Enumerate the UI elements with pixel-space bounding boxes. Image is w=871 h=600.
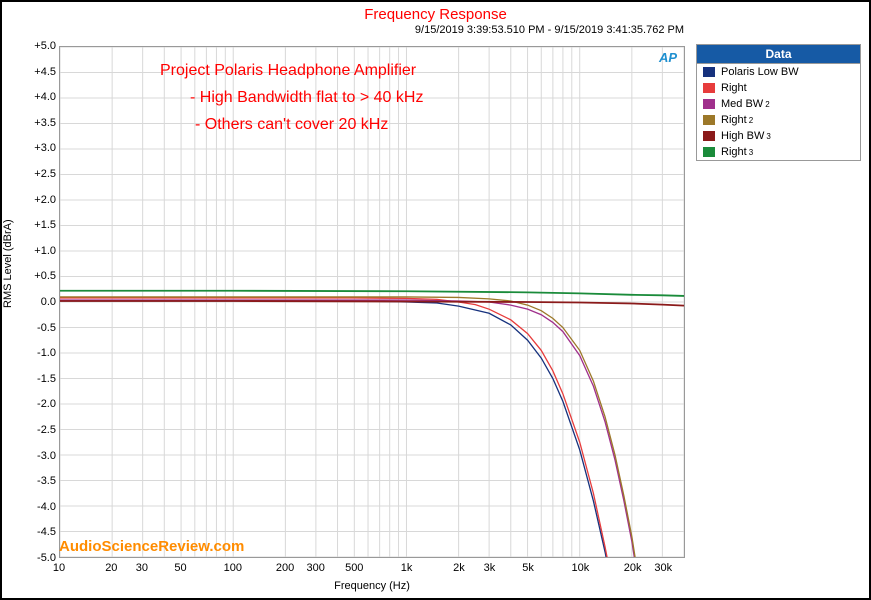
legend-label: Right xyxy=(721,114,747,126)
x-tick-label: 1k xyxy=(401,562,413,574)
x-tick-label: 100 xyxy=(224,562,242,574)
chart-title: Frequency Response xyxy=(364,6,507,23)
y-tick-label: +4.5 xyxy=(26,66,56,78)
y-tick-label: -2.5 xyxy=(26,424,56,436)
y-tick-label: -3.0 xyxy=(26,450,56,462)
legend-item: Med BW2 xyxy=(697,96,860,112)
legend-item: Polaris Low BW xyxy=(697,64,860,80)
legend: Data Polaris Low BWRightMed BW2Right2Hig… xyxy=(696,44,861,161)
annotation-text: Project Polaris Headphone Amplifier xyxy=(160,62,416,80)
legend-label: Med BW xyxy=(721,98,763,110)
x-tick-label: 3k xyxy=(484,562,496,574)
x-tick-label: 10 xyxy=(53,562,65,574)
legend-label: Right xyxy=(721,82,747,94)
annotation-text: - Others can't cover 20 kHz xyxy=(195,116,388,134)
y-tick-label: -1.5 xyxy=(26,373,56,385)
y-tick-label: +2.5 xyxy=(26,168,56,180)
legend-swatch xyxy=(703,99,715,109)
legend-subscript: 3 xyxy=(766,132,770,141)
x-tick-label: 2k xyxy=(453,562,465,574)
y-axis-ticks: +5.0+4.5+4.0+3.5+3.0+2.5+2.0+1.5+1.0+0.5… xyxy=(26,46,56,558)
legend-label: Polaris Low BW xyxy=(721,66,799,78)
legend-item: Right2 xyxy=(697,112,860,128)
legend-item: Right xyxy=(697,80,860,96)
y-tick-label: +0.5 xyxy=(26,270,56,282)
legend-swatch xyxy=(703,67,715,77)
x-tick-label: 20k xyxy=(624,562,642,574)
legend-item: Right3 xyxy=(697,144,860,160)
y-tick-label: +5.0 xyxy=(26,40,56,52)
chart-container: Frequency Response 9/15/2019 3:39:53.510… xyxy=(0,0,871,600)
y-tick-label: +4.0 xyxy=(26,91,56,103)
y-tick-label: +3.0 xyxy=(26,142,56,154)
y-tick-label: +2.0 xyxy=(26,194,56,206)
legend-swatch xyxy=(703,147,715,157)
x-tick-label: 500 xyxy=(345,562,363,574)
legend-swatch xyxy=(703,131,715,141)
ap-logo: AP xyxy=(659,50,677,65)
y-tick-label: +1.5 xyxy=(26,219,56,231)
legend-subscript: 2 xyxy=(749,116,753,125)
x-tick-label: 50 xyxy=(174,562,186,574)
x-axis-label: Frequency (Hz) xyxy=(334,580,410,592)
x-tick-label: 200 xyxy=(276,562,294,574)
plot-area: Project Polaris Headphone Amplifier - Hig… xyxy=(59,46,685,558)
y-tick-label: +1.0 xyxy=(26,245,56,257)
y-tick-label: -3.5 xyxy=(26,475,56,487)
y-tick-label: -0.5 xyxy=(26,322,56,334)
annotation-text: - High Bandwidth flat to > 40 kHz xyxy=(190,89,423,107)
asr-watermark: AudioScienceReview.com xyxy=(59,538,244,555)
x-tick-label: 10k xyxy=(571,562,589,574)
legend-swatch xyxy=(703,83,715,93)
legend-label: High BW xyxy=(721,130,764,142)
legend-header: Data xyxy=(697,45,860,64)
legend-subscript: 3 xyxy=(749,148,753,157)
y-tick-label: 0.0 xyxy=(26,296,56,308)
x-tick-label: 5k xyxy=(522,562,534,574)
y-tick-label: -2.0 xyxy=(26,398,56,410)
legend-label: Right xyxy=(721,146,747,158)
timestamp: 9/15/2019 3:39:53.510 PM - 9/15/2019 3:4… xyxy=(415,24,684,36)
x-tick-label: 30 xyxy=(136,562,148,574)
y-tick-label: -4.5 xyxy=(26,526,56,538)
y-tick-label: +3.5 xyxy=(26,117,56,129)
y-tick-label: -5.0 xyxy=(26,552,56,564)
legend-swatch xyxy=(703,115,715,125)
y-axis-label: RMS Level (dBrA) xyxy=(2,219,14,308)
legend-item: High BW3 xyxy=(697,128,860,144)
y-tick-label: -4.0 xyxy=(26,501,56,513)
legend-subscript: 2 xyxy=(765,100,769,109)
y-tick-label: -1.0 xyxy=(26,347,56,359)
x-tick-label: 20 xyxy=(105,562,117,574)
x-tick-label: 30k xyxy=(654,562,672,574)
x-tick-label: 300 xyxy=(307,562,325,574)
